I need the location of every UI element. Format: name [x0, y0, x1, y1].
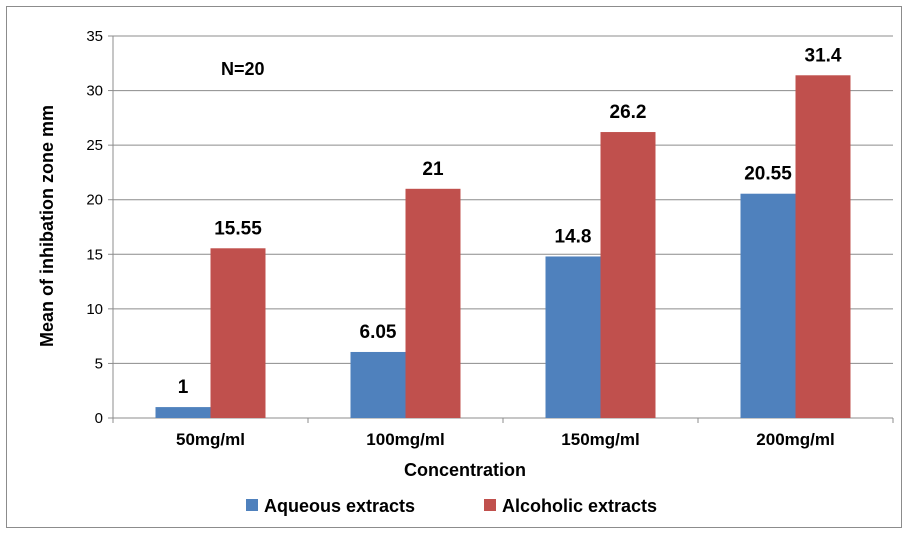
- data-label: 1: [178, 377, 189, 398]
- data-label: 6.05: [360, 322, 397, 343]
- legend-swatch-alcoholic: [484, 499, 496, 511]
- bar-alcoholic-extracts: [795, 75, 851, 418]
- data-label: 14.8: [555, 226, 592, 247]
- data-labels: 1 15.55 6.05 21 14.8 26.2 20.55 31.4: [178, 45, 842, 398]
- bar-aqueous-extracts: [155, 407, 211, 418]
- data-label: 31.4: [805, 45, 842, 66]
- data-label: 20.55: [744, 164, 792, 185]
- bar-aqueous-extracts: [350, 351, 406, 418]
- y-tick-label: 15: [86, 246, 103, 263]
- x-axis-title: Concentration: [404, 460, 526, 480]
- data-label: 15.55: [214, 218, 262, 239]
- y-tick-label: 25: [86, 137, 103, 154]
- data-label: 26.2: [610, 102, 647, 123]
- x-tick-label: 200mg/ml: [756, 430, 834, 449]
- y-tick-label: 10: [86, 301, 103, 318]
- sample-size-annotation: N=20: [221, 59, 265, 79]
- bars: [155, 75, 851, 418]
- y-tick-label: 20: [86, 192, 103, 209]
- bar-alcoholic-extracts: [405, 188, 461, 418]
- bar-aqueous-extracts: [545, 256, 601, 418]
- legend-label-aqueous: Aqueous extracts: [264, 496, 415, 516]
- y-tick-label: 30: [86, 83, 103, 100]
- y-tick-label: 35: [86, 28, 103, 45]
- legend-label-alcoholic: Alcoholic extracts: [502, 496, 657, 516]
- x-tick-label: 150mg/ml: [561, 430, 639, 449]
- y-tick-label: 5: [95, 355, 103, 372]
- y-axis-title: Mean of inhibation zone mm: [37, 105, 57, 347]
- y-tick-label: 0: [95, 410, 103, 427]
- y-tick-labels: 0 5 10 15 20 25 30 35: [86, 28, 103, 427]
- x-tick-labels: 50mg/ml 100mg/ml 150mg/ml 200mg/ml: [176, 430, 835, 449]
- x-tick-label: 50mg/ml: [176, 430, 245, 449]
- bar-alcoholic-extracts: [210, 248, 266, 418]
- x-tick-label: 100mg/ml: [366, 430, 444, 449]
- bar-alcoholic-extracts: [600, 132, 656, 418]
- data-label: 21: [422, 159, 444, 180]
- legend: Aqueous extracts Alcoholic extracts: [246, 496, 657, 516]
- legend-swatch-aqueous: [246, 499, 258, 511]
- bar-aqueous-extracts: [740, 193, 796, 418]
